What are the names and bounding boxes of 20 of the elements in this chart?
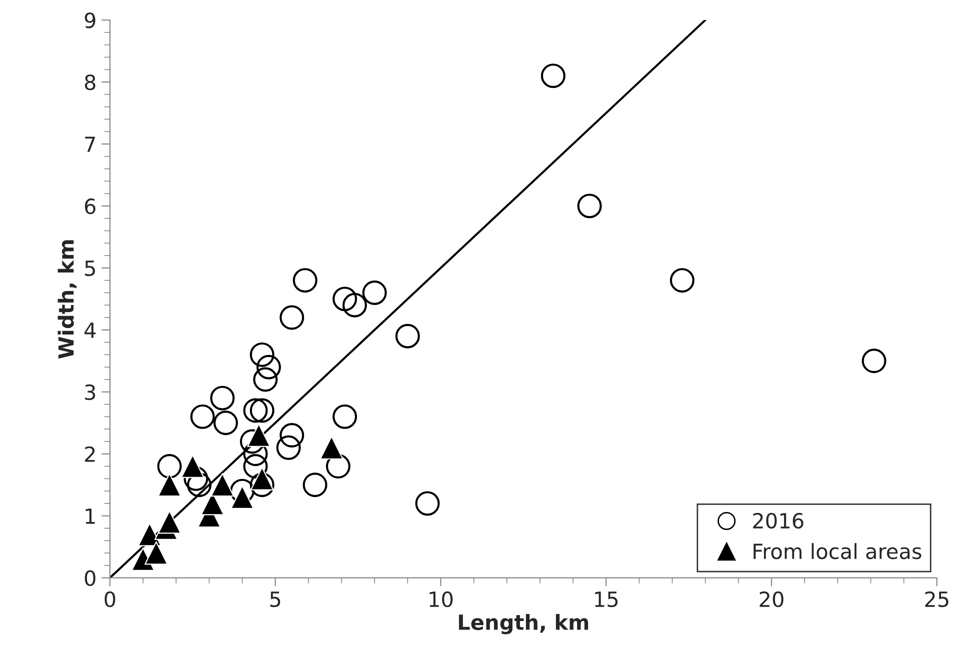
y-tick-label: 1 <box>86 508 95 524</box>
y-tick-label: 4 <box>84 322 96 338</box>
y-tick-label: 0 <box>84 570 96 586</box>
x-tick-label: 10 <box>430 591 453 608</box>
y-tick-label: 5 <box>85 260 95 276</box>
x-tick-label: 15 <box>595 592 618 608</box>
x-tick-label: 25 <box>925 591 948 608</box>
legend-label: From local areas <box>754 543 922 560</box>
y-tick-label: 3 <box>85 384 96 400</box>
legend-label: 2016 <box>753 512 804 529</box>
y-axis-title: Width, km <box>58 240 77 359</box>
x-tick-label: 5 <box>270 592 280 608</box>
x-tick-label: 0 <box>104 591 116 608</box>
x-tick-label: 20 <box>760 591 784 608</box>
y-tick-label: 8 <box>84 74 96 90</box>
y-tick-label: 2 <box>85 446 95 462</box>
y-tick-label: 7 <box>85 136 95 152</box>
x-axis-title: Length, km <box>458 614 588 634</box>
y-tick-label: 6 <box>84 198 96 214</box>
y-tick-label: 9 <box>84 12 96 28</box>
